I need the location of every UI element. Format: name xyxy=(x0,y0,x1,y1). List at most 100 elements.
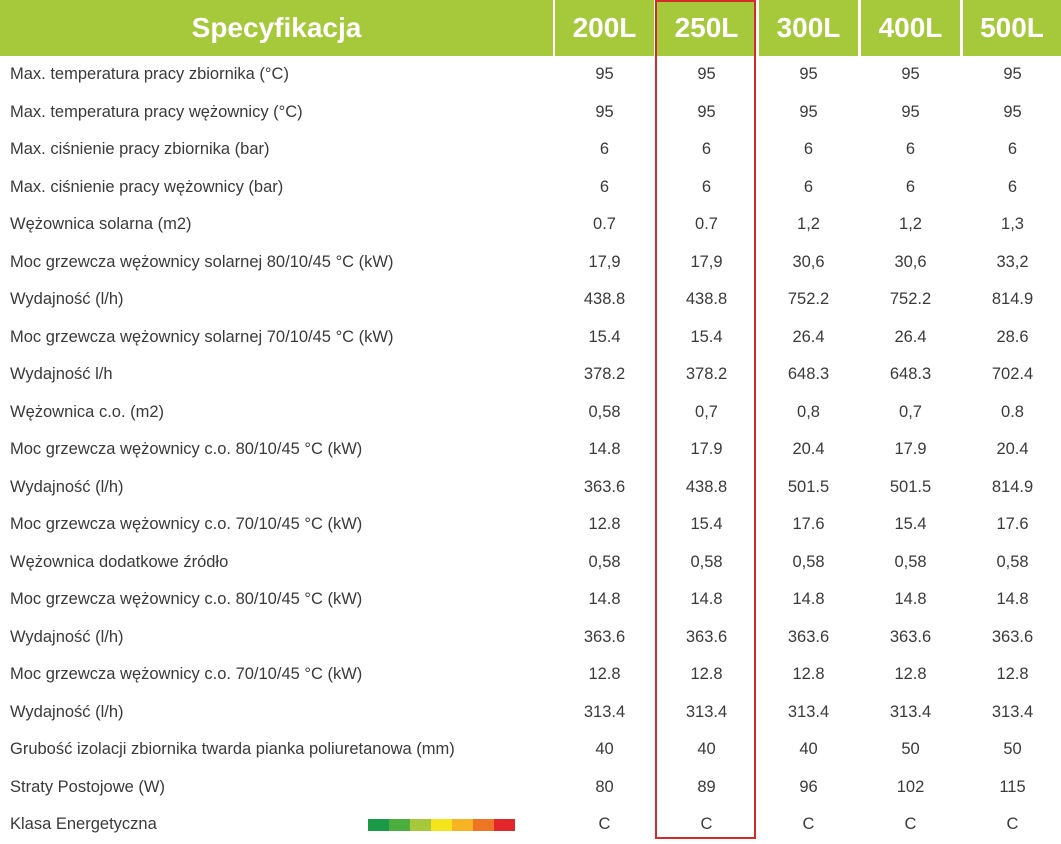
row-value-200l: 363.6 xyxy=(583,627,626,646)
row-value-300l: 12.8 xyxy=(792,665,825,684)
row-value-300l: 30,6 xyxy=(792,252,825,271)
row-value-400l: 102 xyxy=(896,777,925,796)
row-value-200l: 313.4 xyxy=(583,702,626,721)
row-value-200l: 80 xyxy=(595,777,614,796)
row-value-200l: 17,9 xyxy=(588,252,621,271)
row-label: Max. temperatura pracy zbiornika (°C) xyxy=(10,65,289,84)
row-value-250l: 89 xyxy=(697,777,716,796)
row-value-400l: 0,7 xyxy=(899,402,922,421)
row-value-250l: 15.4 xyxy=(690,515,723,534)
row-value-200l: 95 xyxy=(595,102,614,121)
row-label: Max. temperatura pracy wężownicy (°C) xyxy=(10,102,303,121)
row-value-200l: 15.4 xyxy=(588,327,621,346)
column-header-200l: 200L xyxy=(555,0,654,56)
table-row: Grubość izolacji zbiornika twarda pianka… xyxy=(0,731,1061,769)
row-label: Moc grzewcza wężownicy solarnej 80/10/45… xyxy=(10,252,394,271)
table-row: Moc grzewcza wężownicy solarnej 80/10/45… xyxy=(0,244,1061,282)
row-value-200l: 0,58 xyxy=(588,402,621,421)
row-value-250l: 17,9 xyxy=(690,252,723,271)
row-value-500l: 17.6 xyxy=(996,515,1029,534)
table-row: Moc grzewcza wężownicy c.o. 80/10/45 °C … xyxy=(0,581,1061,619)
row-value-400l: 1,2 xyxy=(899,215,922,234)
row-value-400l: 14.8 xyxy=(894,590,927,609)
row-value-300l: 752.2 xyxy=(787,290,830,309)
row-value-300l: 20.4 xyxy=(792,440,825,459)
row-value-200l: 0,58 xyxy=(588,552,621,571)
table-row: Wydajność (l/h) 363.6 438.8 501.5 501.5 814.9 xyxy=(0,469,1061,507)
row-label: Max. ciśnienie pracy zbiornika (bar) xyxy=(10,140,270,159)
row-value-250l: 438.8 xyxy=(685,290,728,309)
row-label: Wężownica dodatkowe źródło xyxy=(10,552,229,571)
row-value-500l: 50 xyxy=(1003,740,1022,759)
row-value-500l: 28.6 xyxy=(996,327,1029,346)
table-row: Wydajność (l/h) 363.6 363.6 363.6 363.6 363.6 xyxy=(0,619,1061,657)
row-value-250l: 438.8 xyxy=(685,477,728,496)
table-row: Wydajność l/h 378.2 378.2 648.3 648.3 702.4 xyxy=(0,356,1061,394)
row-value-250l: 363.6 xyxy=(685,627,728,646)
row-value-200l: 363.6 xyxy=(583,477,626,496)
row-value-200l: C xyxy=(598,815,611,834)
row-value-500l: 1,3 xyxy=(1001,215,1024,234)
row-value-300l: 648.3 xyxy=(787,365,830,384)
row-value-300l: 26.4 xyxy=(792,327,825,346)
row-label: Wydajność (l/h) xyxy=(10,290,124,309)
row-value-250l: 6 xyxy=(701,140,712,159)
row-value-300l: 95 xyxy=(799,102,818,121)
spec-title: Specyfikacja xyxy=(0,0,553,56)
row-value-250l: 17.9 xyxy=(690,440,723,459)
row-value-250l: C xyxy=(700,815,713,834)
row-value-200l: 95 xyxy=(595,65,614,84)
column-header-500l: 500L xyxy=(963,0,1061,56)
row-value-500l: C xyxy=(1006,815,1019,834)
row-value-500l: 313.4 xyxy=(991,702,1034,721)
row-label: Wydajność (l/h) xyxy=(10,627,124,646)
row-value-500l: 363.6 xyxy=(991,627,1034,646)
spec-table-header: Specyfikacja 200L 250L 300L 400L 500L xyxy=(0,0,1061,56)
row-label: Wężownica solarna (m2) xyxy=(10,215,192,234)
table-row: Max. ciśnienie pracy zbiornika (bar) 6 6 6 6… xyxy=(0,131,1061,169)
table-row: Moc grzewcza wężownicy c.o. 80/10/45 °C … xyxy=(0,431,1061,469)
energy-scale-swatch xyxy=(368,819,389,831)
row-value-500l: 12.8 xyxy=(996,665,1029,684)
table-row: Wydajność (l/h) 438.8 438.8 752.2 752.2 814.9 xyxy=(0,281,1061,319)
row-value-500l: 0.8 xyxy=(1001,402,1024,421)
table-row: Wydajność (l/h) 313.4 313.4 313.4 313.4 313.4 xyxy=(0,694,1061,732)
row-value-300l: 14.8 xyxy=(792,590,825,609)
row-value-250l: 15.4 xyxy=(690,327,723,346)
row-value-300l: 313.4 xyxy=(787,702,830,721)
row-value-300l: 0,58 xyxy=(792,552,825,571)
row-value-400l: 752.2 xyxy=(889,290,932,309)
energy-scale-swatch xyxy=(431,819,452,831)
table-row: Wężownica c.o. (m2) 0,58 0,7 0,8 0,7 0.8 xyxy=(0,394,1061,432)
row-label: Moc grzewcza wężownicy solarnej 70/10/45… xyxy=(10,327,394,346)
row-value-400l: 12.8 xyxy=(894,665,927,684)
row-value-250l: 0,58 xyxy=(690,552,723,571)
row-value-400l: 15.4 xyxy=(894,515,927,534)
energy-class-scale xyxy=(368,819,515,831)
row-label: Moc grzewcza wężownicy c.o. 80/10/45 °C … xyxy=(10,440,363,459)
column-header-400l: 400L xyxy=(861,0,960,56)
row-value-400l: 26.4 xyxy=(894,327,927,346)
row-value-250l: 95 xyxy=(697,102,716,121)
table-row: Max. ciśnienie pracy wężownicy (bar) 6 6 6 6… xyxy=(0,169,1061,207)
row-label: Wężownica c.o. (m2) xyxy=(10,402,165,421)
table-row: Max. temperatura pracy zbiornika (°C) 95 9… xyxy=(0,56,1061,94)
row-value-400l: C xyxy=(904,815,917,834)
row-value-500l: 0,58 xyxy=(996,552,1029,571)
row-value-250l: 12.8 xyxy=(690,665,723,684)
row-value-300l: 40 xyxy=(799,740,818,759)
row-value-500l: 702.4 xyxy=(991,365,1034,384)
row-value-300l: 363.6 xyxy=(787,627,830,646)
energy-scale-swatch xyxy=(452,819,473,831)
row-value-300l: 6 xyxy=(803,177,814,196)
row-value-500l: 33,2 xyxy=(996,252,1029,271)
row-value-200l: 14.8 xyxy=(588,590,621,609)
row-value-400l: 313.4 xyxy=(889,702,932,721)
row-value-500l: 814.9 xyxy=(991,290,1034,309)
row-label: Straty Postojowe (W) xyxy=(10,777,165,796)
row-value-200l: 0.7 xyxy=(593,215,616,234)
row-value-400l: 648.3 xyxy=(889,365,932,384)
row-label: Wydajność (l/h) xyxy=(10,702,124,721)
row-label: Moc grzewcza wężownicy c.o. 70/10/45 °C … xyxy=(10,665,363,684)
table-row: Wężownica solarna (m2) 0.7 0.7 1,2 1,2 1,3 xyxy=(0,206,1061,244)
